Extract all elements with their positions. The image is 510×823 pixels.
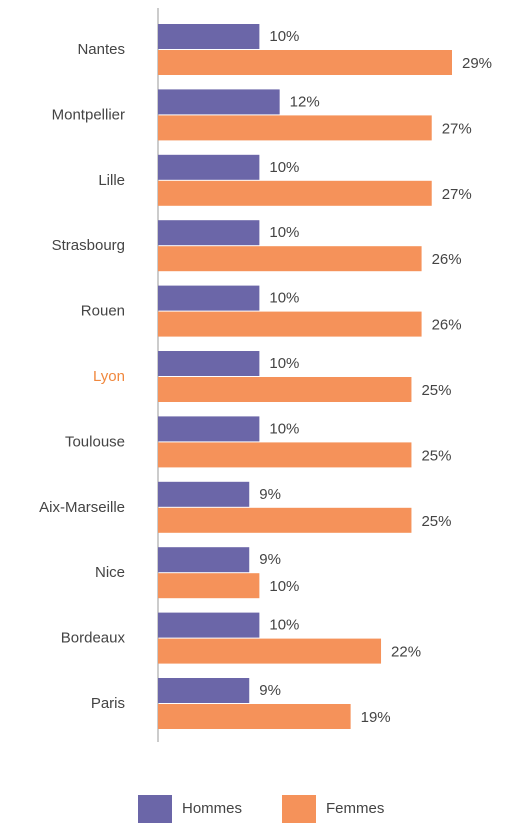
value-label: 10% xyxy=(269,159,299,176)
bar xyxy=(158,115,432,141)
category-label: Lille xyxy=(98,172,125,189)
value-label: 10% xyxy=(269,355,299,372)
bar xyxy=(158,442,412,468)
legend-label: Hommes xyxy=(182,800,242,817)
value-label: 10% xyxy=(269,224,299,241)
bar xyxy=(158,50,452,75)
value-label: 9% xyxy=(259,486,281,503)
value-label: 9% xyxy=(259,682,281,699)
legend-swatch xyxy=(282,795,316,823)
value-label: 19% xyxy=(361,709,391,726)
legend-label: Femmes xyxy=(326,800,384,817)
bar xyxy=(158,573,260,599)
category-label: Rouen xyxy=(81,303,125,320)
bar xyxy=(158,311,422,337)
bar xyxy=(158,612,260,638)
bar xyxy=(158,507,412,533)
category-label: Nice xyxy=(95,564,125,581)
value-label: 10% xyxy=(269,617,299,634)
value-label: 26% xyxy=(432,251,462,268)
value-label: 27% xyxy=(442,186,472,203)
value-label: 10% xyxy=(269,28,299,45)
value-label: 22% xyxy=(391,644,421,661)
category-label: Aix-Marseille xyxy=(39,499,125,516)
legend-swatch xyxy=(138,795,172,823)
category-label: Toulouse xyxy=(65,433,125,450)
category-label: Lyon xyxy=(93,368,125,385)
category-label: Strasbourg xyxy=(52,237,125,254)
value-label: 25% xyxy=(421,513,451,530)
bar xyxy=(158,638,382,664)
category-label: Montpellier xyxy=(52,106,125,123)
bar xyxy=(158,547,250,573)
value-label: 27% xyxy=(442,120,472,137)
bar xyxy=(158,246,422,272)
bar xyxy=(158,180,432,206)
value-label: 29% xyxy=(462,55,492,72)
value-label: 10% xyxy=(269,290,299,307)
bar xyxy=(158,351,260,376)
value-label: 26% xyxy=(432,317,462,334)
bar xyxy=(158,285,260,311)
value-label: 10% xyxy=(269,578,299,595)
bar xyxy=(158,377,412,402)
value-label: 12% xyxy=(290,93,320,110)
bar xyxy=(158,220,260,246)
value-label: 10% xyxy=(269,420,299,437)
value-label: 25% xyxy=(421,447,451,464)
bar xyxy=(158,154,260,180)
value-label: 9% xyxy=(259,551,281,568)
category-label: Paris xyxy=(91,695,125,712)
bar xyxy=(158,89,280,115)
bar xyxy=(158,481,250,507)
bar xyxy=(158,416,260,442)
value-label: 25% xyxy=(421,382,451,399)
category-label: Bordeaux xyxy=(61,630,126,647)
bar xyxy=(158,678,250,703)
category-label: Nantes xyxy=(77,41,125,58)
bar xyxy=(158,24,260,49)
bar xyxy=(158,704,351,729)
